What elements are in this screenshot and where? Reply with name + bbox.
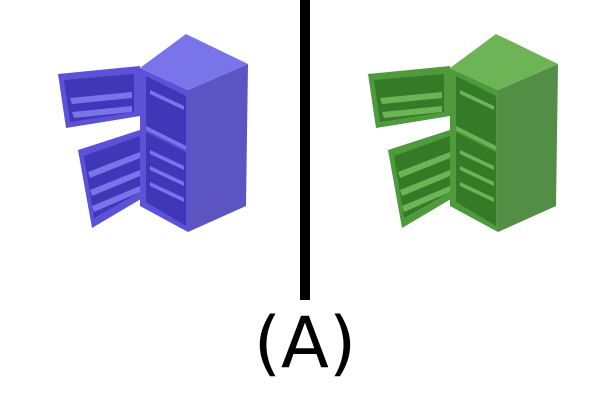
blue-refrigerator-image	[0, 0, 300, 300]
caption-label: (A)	[253, 302, 357, 384]
green-refrigerator-image	[310, 0, 610, 300]
vertical-divider	[300, 0, 310, 300]
